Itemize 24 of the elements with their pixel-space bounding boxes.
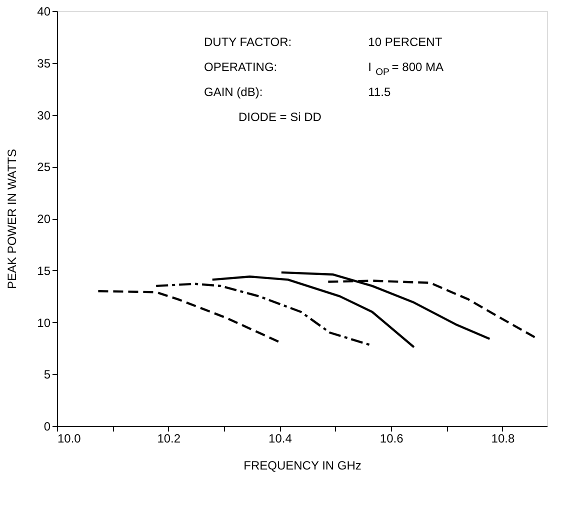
y-tick-label: 20 xyxy=(37,212,51,226)
x-tick-label: 10.0 xyxy=(58,432,82,446)
annotation: GAIN (dB): xyxy=(204,84,263,99)
annotation: 11.5 xyxy=(368,84,391,99)
annotation: OPERATING: xyxy=(204,60,278,74)
x-tick-label: 10.8 xyxy=(491,432,515,446)
y-tick-label: 0 xyxy=(44,420,51,434)
y-tick-label: 30 xyxy=(37,108,51,122)
y-tick-label: 40 xyxy=(37,4,51,18)
x-tick-label: 10.4 xyxy=(268,432,292,446)
line-series xyxy=(155,282,372,346)
annotation: 10 PERCENT xyxy=(368,35,443,50)
line-series xyxy=(211,276,416,348)
x-tick-label: 10.6 xyxy=(380,432,404,446)
y-tick-label: 25 xyxy=(37,160,51,174)
y-tick-label: 10 xyxy=(37,316,51,330)
y-tick-label: 35 xyxy=(37,56,51,70)
x-tick-label: 10.2 xyxy=(157,432,181,446)
x-axis-title: FREQUENCY IN GHz xyxy=(244,458,362,472)
annotation: DUTY FACTOR: xyxy=(204,35,292,50)
annotation: DIODE = Si DD xyxy=(238,110,322,124)
y-tick-label: 5 xyxy=(44,368,51,382)
y-tick-label: 15 xyxy=(37,264,51,278)
y-axis-title: PEAK POWER IN WATTS xyxy=(5,148,20,290)
